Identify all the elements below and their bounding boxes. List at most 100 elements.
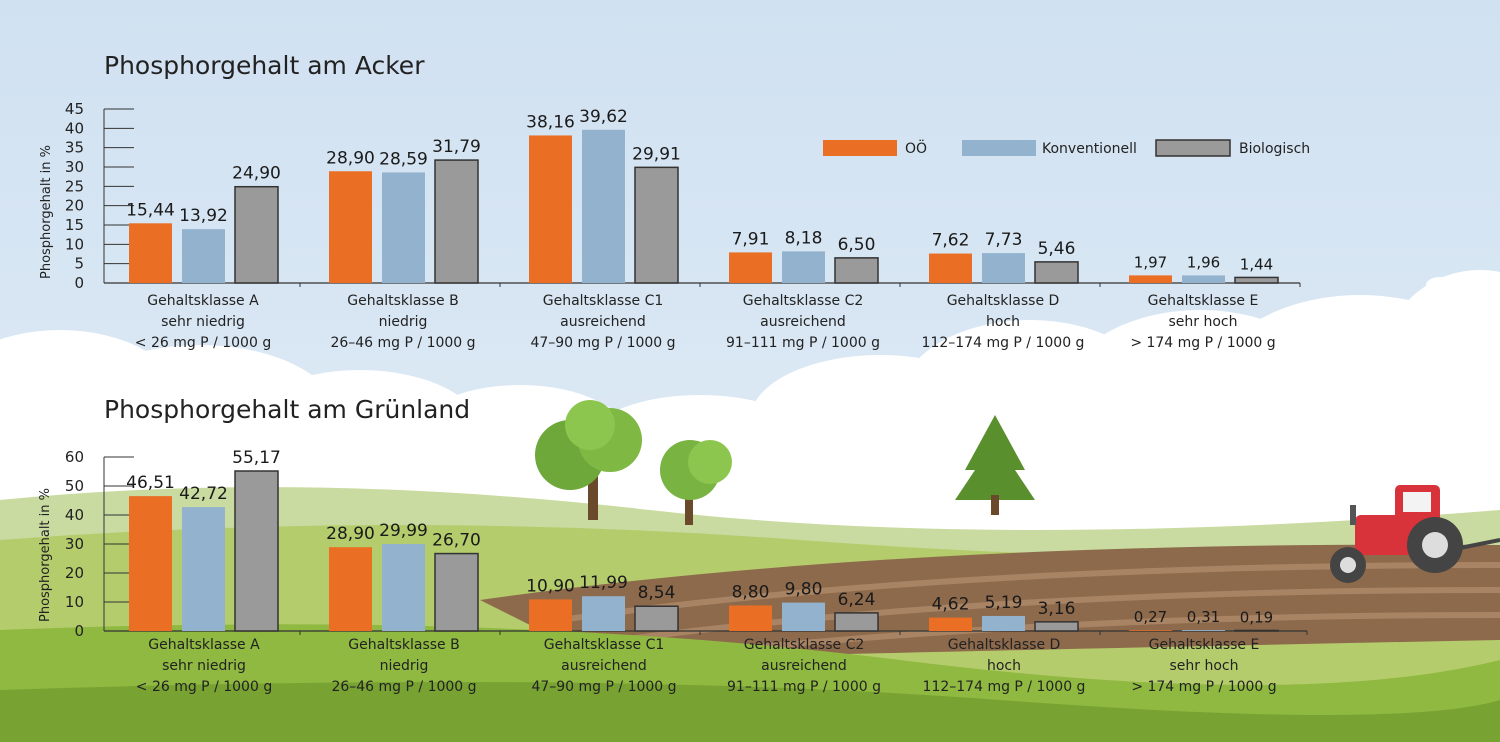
y-tick-label: 30 (65, 535, 84, 553)
bar-biologisch (234, 185, 279, 284)
category-label: sehr hoch (1169, 314, 1238, 330)
bar-biologisch (834, 257, 879, 284)
bar-value-label: 28,90 (326, 148, 375, 168)
legend-swatch-ooe (823, 140, 897, 156)
bar-ooe (929, 617, 972, 631)
y-tick-label: 45 (65, 100, 84, 118)
bar-biologisch (234, 470, 279, 632)
tree-right (660, 440, 732, 525)
y-tick-label: 15 (65, 216, 84, 234)
category-label: 91–111 mg P / 1000 g (726, 335, 880, 351)
category-label: Gehaltsklasse C1 (543, 293, 664, 309)
chart-gruenland-categories: Gehaltsklasse A sehr niedrig < 26 mg P / 1… (136, 637, 1277, 695)
category-label: Gehaltsklasse B (348, 637, 459, 653)
category-label: 47–90 mg P / 1000 g (531, 679, 676, 695)
category-label: sehr niedrig (162, 658, 246, 674)
category-label: 26–46 mg P / 1000 g (331, 679, 476, 695)
bar-konventionell (982, 253, 1025, 283)
category-label: sehr hoch (1170, 658, 1239, 674)
bar-value-label: 4,62 (932, 595, 970, 615)
bar-value-label: 39,62 (579, 107, 628, 127)
category-label: Gehaltsklasse D (948, 637, 1061, 653)
bar-konventionell (582, 596, 625, 631)
bar-value-label: 1,97 (1134, 253, 1167, 271)
y-tick-label: 30 (65, 158, 84, 176)
category-label: > 174 mg P / 1000 g (1131, 679, 1276, 695)
bar-value-label: 42,72 (179, 484, 228, 504)
category-label: Gehaltsklasse E (1149, 637, 1260, 653)
bar-konventionell (182, 229, 225, 283)
category-label: 47–90 mg P / 1000 g (530, 335, 675, 351)
bar-biologisch (634, 605, 679, 632)
bar-value-label: 8,54 (638, 583, 676, 603)
legend-swatch-konventionell (962, 140, 1036, 156)
category-label: Gehaltsklasse A (148, 637, 260, 653)
bar-biologisch (1034, 261, 1079, 284)
y-tick-label: 25 (65, 177, 84, 195)
bar-value-label: 5,46 (1038, 239, 1076, 259)
legend-label-konventionell: Konventionell (1042, 141, 1137, 157)
category-label: ausreichend (561, 658, 647, 674)
chart-acker-title: Phosphorgehalt am Acker (104, 51, 425, 80)
category-label: 112–174 mg P / 1000 g (922, 335, 1085, 351)
bar-ooe (129, 496, 172, 631)
bar-value-label: 7,73 (985, 230, 1023, 250)
category-label: 91–111 mg P / 1000 g (727, 679, 881, 695)
bar-value-label: 3,16 (1038, 599, 1076, 619)
bar-value-label: 1,44 (1240, 255, 1273, 273)
bar-ooe (129, 223, 172, 283)
y-tick-label: 0 (74, 274, 84, 292)
y-tick-label: 40 (65, 119, 84, 137)
category-label: hoch (986, 314, 1020, 330)
category-label: 112–174 mg P / 1000 g (923, 679, 1086, 695)
y-tick-label: 0 (74, 622, 84, 640)
chart-acker: Phosphorgehalt am Acker Phosphorgehalt i… (39, 51, 1310, 351)
bar-biologisch (1034, 621, 1079, 632)
y-tick-label: 10 (65, 235, 84, 253)
bar-value-label: 8,18 (785, 228, 823, 248)
bar-konventionell (382, 544, 425, 631)
bar-value-label: 6,50 (838, 235, 876, 255)
bar-value-label: 9,80 (785, 580, 823, 600)
tree-left (535, 400, 642, 520)
bar-value-label: 13,92 (179, 206, 228, 226)
bar-ooe (929, 253, 972, 283)
category-label: Gehaltsklasse B (347, 293, 458, 309)
bar-ooe (1129, 630, 1172, 631)
bar-konventionell (182, 507, 225, 631)
bar-value-label: 15,44 (126, 200, 175, 220)
bar-value-label: 26,70 (432, 531, 481, 551)
bar-ooe (1129, 275, 1172, 283)
category-label: > 174 mg P / 1000 g (1130, 335, 1275, 351)
chart-gruenland-y-axis: 0 10 20 30 40 50 60 (65, 448, 1308, 640)
category-label: Gehaltsklasse E (1148, 293, 1259, 309)
bar-konventionell (782, 251, 825, 283)
category-label: 26–46 mg P / 1000 g (330, 335, 475, 351)
fir-tree (955, 415, 1035, 515)
bar-value-label: 55,17 (232, 448, 281, 468)
chart-acker-ylabel: Phosphorgehalt in % (39, 145, 54, 279)
chart-gruenland-title: Phosphorgehalt am Grünland (104, 395, 470, 424)
bar-ooe (329, 171, 372, 283)
bar-value-label: 1,96 (1187, 253, 1220, 271)
chart-acker-categories: Gehaltsklasse A sehr niedrig < 26 mg P / 1… (135, 293, 1276, 351)
category-label: Gehaltsklasse A (147, 293, 259, 309)
bar-value-label: 28,59 (379, 149, 428, 169)
bar-value-label: 29,99 (379, 521, 428, 541)
bar-value-label: 11,99 (579, 573, 628, 593)
y-tick-label: 5 (74, 255, 84, 273)
category-label: < 26 mg P / 1000 g (136, 679, 272, 695)
bar-biologisch (1234, 276, 1279, 284)
category-label: ausreichend (560, 314, 646, 330)
category-label: sehr niedrig (161, 314, 245, 330)
legend: OÖ Konventionell Biologisch (823, 139, 1310, 157)
category-label: Gehaltsklasse C1 (544, 637, 665, 653)
bar-value-label: 7,62 (932, 231, 970, 251)
bar-konventionell (1182, 275, 1225, 283)
category-label: Gehaltsklasse D (947, 293, 1060, 309)
bar-value-label: 24,90 (232, 164, 281, 184)
bar-value-label: 31,79 (432, 137, 481, 157)
chart-gruenland: Phosphorgehalt am Grünland Phosphorgehal… (38, 395, 1308, 695)
bar-biologisch (634, 166, 679, 284)
